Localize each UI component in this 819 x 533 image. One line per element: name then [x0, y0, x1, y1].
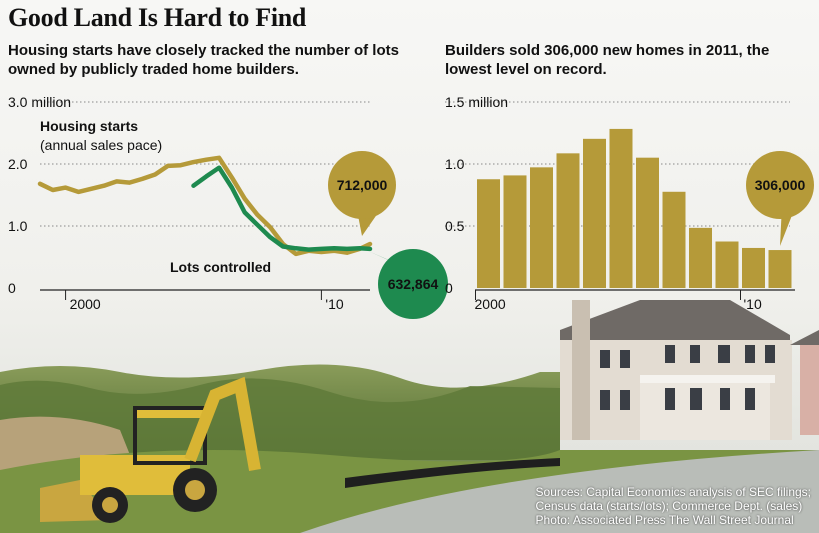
x-tick-label-10: '10 [325, 296, 343, 312]
bar-2002 [530, 167, 553, 288]
bar-2003 [556, 153, 580, 288]
ytick-2: 2.0 [8, 156, 28, 172]
bar-2006 [636, 157, 659, 288]
source-line-3: Photo: Associated Press The Wall Street … [535, 513, 794, 527]
ytick-1-0: 1.0 [445, 156, 465, 172]
bar-2008 [689, 227, 712, 288]
housing-starts-line [37, 155, 373, 257]
ytick-3m: 3.0 million [8, 94, 71, 110]
chart1-subtitle: Housing starts have closely tracked the … [8, 42, 399, 78]
backhoe-photo [40, 376, 261, 523]
ytick-1: 1.0 [8, 218, 28, 234]
bar-2005 [609, 128, 633, 288]
bar-2009 [715, 241, 739, 288]
callout-712000-bubble [328, 151, 396, 219]
x-tick-label-10: '10 [744, 296, 762, 312]
bar-2004 [583, 138, 606, 288]
bar-2000 [477, 179, 500, 288]
chart2-subtitle: Builders sold 306,000 new homes in 2011,… [445, 42, 770, 78]
source-line-2: Census data (starts/lots); Commerce Dept… [535, 499, 803, 513]
ytick-0-5: 0.5 [445, 218, 465, 234]
x-tick-label-2000: 2000 [70, 296, 101, 312]
house-photo [560, 300, 819, 440]
housing-starts-sublabel: (annual sales pace) [40, 137, 162, 153]
housing-starts-label: Housing starts [40, 118, 138, 134]
bar-2007 [662, 191, 686, 288]
bar-2001 [503, 175, 527, 288]
callout-632864-bubble [378, 249, 448, 319]
source-line-1: Sources: Capital Economics analysis of S… [535, 485, 811, 499]
x-tick-label-2000: 2000 [475, 296, 506, 312]
bar-2011 [768, 250, 792, 288]
callout-712000: 712,000 [337, 177, 388, 193]
ytick-0: 0 [445, 280, 453, 296]
callout-632864: 632,864 [388, 276, 439, 292]
callout-306000: 306,000 [755, 177, 806, 193]
ytick-0: 0 [8, 280, 16, 296]
lots-controlled-label: Lots controlled [170, 259, 271, 275]
callout-306000-bubble [746, 151, 814, 219]
lots-controlled-line [191, 165, 373, 252]
road [300, 450, 819, 533]
bar-2010 [742, 247, 765, 288]
ytick-1-5m: 1.5 million [445, 94, 508, 110]
sources-credit: Sources: Capital Economics analysis of S… [536, 485, 811, 527]
page-title: Good Land Is Hard to Find [8, 3, 307, 32]
